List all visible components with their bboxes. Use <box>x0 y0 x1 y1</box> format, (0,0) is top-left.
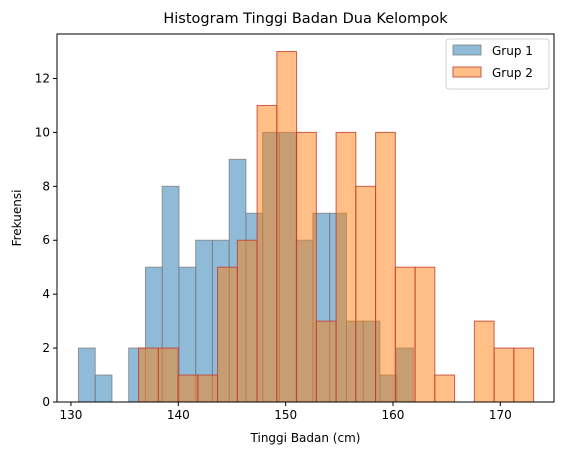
histogram-bar-series-1 <box>94 374 113 403</box>
histogram-bar-series-2 <box>513 347 535 403</box>
bars-layer <box>77 51 535 403</box>
histogram-bar-series-2 <box>217 266 238 403</box>
histogram-bar-series-2 <box>473 320 495 403</box>
y-tick-label: 12 <box>35 71 50 85</box>
histogram-bar-series-2 <box>256 104 278 403</box>
histogram-bar-series-2 <box>375 131 396 403</box>
y-tick-label: 8 <box>42 179 50 193</box>
histogram-bar-series-2 <box>296 131 317 403</box>
histogram-bar-series-2 <box>157 347 179 403</box>
y-tick-label: 6 <box>42 233 50 247</box>
histogram-bar-series-2 <box>276 51 298 403</box>
legend-label-series-2: Grup 2 <box>492 66 533 80</box>
histogram-bar-series-2 <box>236 239 258 403</box>
ticks-layer: 130 140 150 160 170 0 2 4 6 8 10 12 <box>35 71 512 422</box>
histogram-bar-series-2 <box>315 320 337 403</box>
legend-swatch-series-2 <box>452 66 482 78</box>
x-tick-label: 150 <box>274 408 297 422</box>
histogram-bar-series-2 <box>197 374 219 403</box>
x-axis-label: Tinggi Badan (cm) <box>250 431 361 445</box>
histogram-bar-series-2 <box>434 374 456 403</box>
histogram-bar-series-1 <box>77 347 96 403</box>
y-axis-label: Frekuensi <box>10 190 24 247</box>
legend-label-series-1: Grup 1 <box>492 44 533 58</box>
y-tick-label: 10 <box>35 125 50 139</box>
histogram-bar-series-2 <box>493 347 515 403</box>
x-tick-label: 170 <box>489 408 512 422</box>
legend: Grup 1 Grup 2 <box>445 38 550 90</box>
y-tick-label: 0 <box>42 395 50 409</box>
x-tick-label: 140 <box>167 408 190 422</box>
histogram-bar-series-2 <box>138 347 159 403</box>
x-tick-label: 160 <box>382 408 405 422</box>
x-tick-label: 130 <box>60 408 83 422</box>
axes-frame <box>56 33 555 403</box>
y-tick-label: 2 <box>42 341 50 355</box>
histogram-bar-series-2 <box>414 266 436 403</box>
chart-title: Histogram Tinggi Badan Dua Kelompok <box>163 11 448 27</box>
histogram-bar-series-2 <box>394 266 416 403</box>
legend-swatch-series-1 <box>452 44 482 56</box>
histogram-bar-series-2 <box>355 185 377 403</box>
y-tick-label: 4 <box>42 287 50 301</box>
histogram-bar-series-2 <box>335 131 357 403</box>
histogram-bar-series-2 <box>177 374 199 403</box>
